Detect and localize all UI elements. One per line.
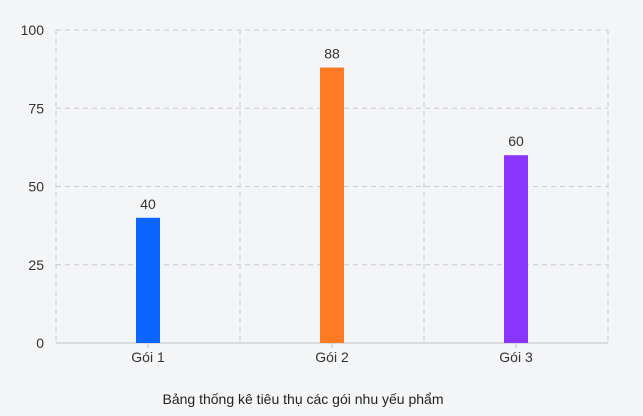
y-tick-label: 50 [28,179,44,195]
data-labels: 40 88 60 [140,46,524,212]
data-label: 88 [324,46,340,62]
bar [136,217,160,343]
data-label: 60 [508,133,524,149]
y-tick-label: 100 [21,22,45,38]
x-tick-label: Gói 3 [499,349,533,365]
y-tick-label: 25 [28,257,44,273]
x-tick-label: Gói 1 [131,349,165,365]
chart-caption: Bảng thống kê tiêu thụ các gói nhu yếu p… [163,391,444,407]
x-axis-ticks: Gói 1 Gói 2 Gói 3 [131,343,533,365]
bars [136,67,528,343]
bar [320,67,344,343]
data-label: 40 [140,196,156,212]
bar [504,155,528,343]
x-tick-label: Gói 2 [315,349,349,365]
y-axis-ticks: 0 25 50 75 100 [21,22,45,351]
y-tick-label: 0 [36,335,44,351]
y-tick-label: 75 [28,100,44,116]
